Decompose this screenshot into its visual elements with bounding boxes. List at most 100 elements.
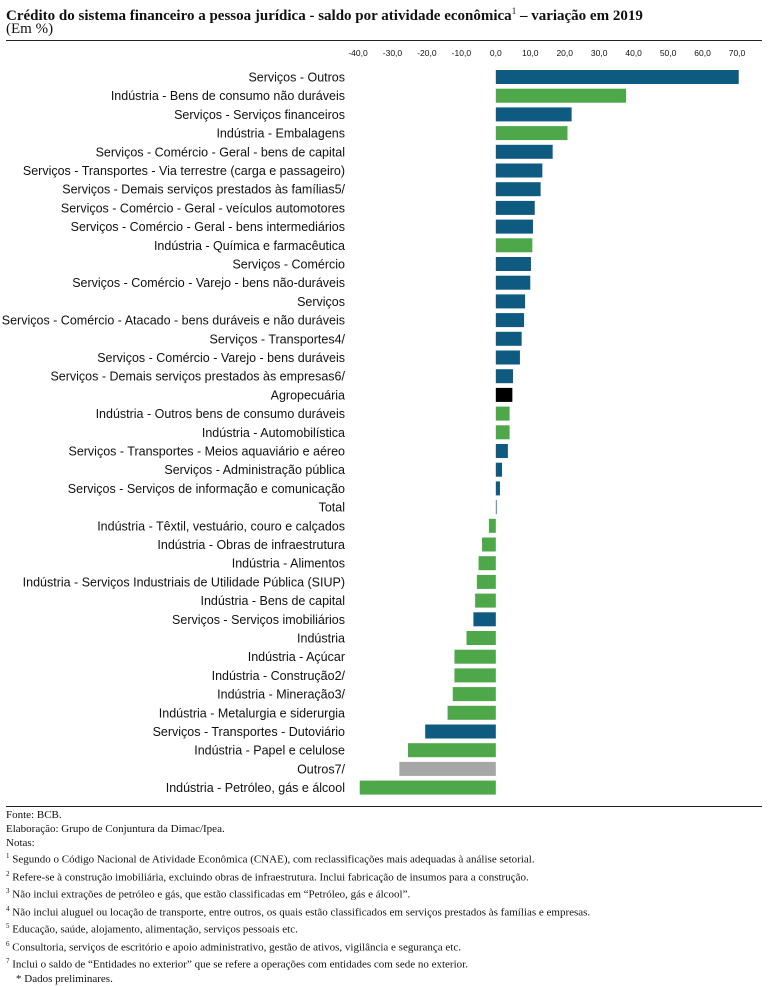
category-label: Indústria - Construção2/ [212,669,346,683]
x-tick-label: 30,0 [591,48,608,58]
category-label: Serviços - Comércio - Geral - bens de ca… [96,145,345,159]
x-tick-label: 10,0 [522,48,539,58]
notes-section: Fonte: BCB. Elaboração: Grupo de Conjunt… [6,809,762,986]
category-label: Serviços - Demais serviços prestados às … [62,183,345,197]
bar [495,238,533,253]
category-label: Indústria - Papel e celulose [194,744,345,758]
footnote-4: 4 Não inclui aluguel ou locação de trans… [6,904,591,919]
bar [478,556,496,571]
bar [476,574,496,589]
title-suffix: – variação em 2019 [516,8,643,24]
x-tick-label: 50,0 [660,48,677,58]
elaboration-note: Elaboração: Grupo de Conjuntura da Dimac… [6,822,225,835]
bar [495,200,535,215]
x-tick-label: -10,0 [452,48,472,58]
bar [495,163,543,178]
bar [495,350,520,365]
bar [495,369,514,384]
x-tick-label: 60,0 [694,48,711,58]
bar [495,294,526,309]
bar [495,387,513,402]
category-label: Outros7/ [297,762,345,776]
x-tick-label: -40,0 [348,48,368,58]
bar [495,462,503,477]
x-tick-label: 20,0 [556,48,573,58]
category-label: Indústria [297,632,345,646]
bar [447,705,496,720]
source-note: Fonte: BCB. [6,809,62,821]
bar [495,126,568,141]
bar [495,481,500,496]
category-label: Serviços - Transportes4/ [210,332,346,346]
category-label: Serviços - Serviços de informação e comu… [68,482,345,496]
category-label: Serviços - Comércio - Atacado - bens dur… [2,314,345,328]
x-tick-label: 0,0 [490,48,502,58]
bar [495,88,627,103]
title-footnote-mark: 1 [511,6,517,16]
bar [495,313,525,328]
bar [495,425,510,440]
category-label: Serviços - Serviços financeiros [174,108,345,122]
x-tick-label: 70,0 [729,48,746,58]
chart-title: Crédito do sistema financeiro a pessoa j… [6,2,643,25]
category-label: Serviços - Transportes - Dutoviário [153,725,345,739]
category-label: Serviços - Comércio - Varejo - bens durá… [97,351,345,365]
category-label: Indústria - Petróleo, gás e álcool [166,781,345,795]
notes-title: Notas: [6,836,35,849]
x-tick-label: -20,0 [417,48,437,58]
bar [495,182,541,197]
category-label: Indústria - Têxtil, vestuário, couro e c… [97,519,345,533]
chart-subtitle: (Em %) [6,21,54,37]
category-label: Serviços - Transportes - Via terrestre (… [23,164,345,178]
footnote-1: 1 Segundo o Código Nacional de Atividade… [6,852,535,867]
category-label: Indústria - Obras de infraestrutura [157,538,345,552]
category-label: Serviços - Transportes - Meios aquaviári… [68,445,345,459]
category-label: Indústria - Embalagens [216,127,345,141]
category-label: Total [319,501,345,515]
footnote-3: 3 Não inclui extrações de petróleo e gás… [6,887,411,901]
bar [482,537,496,552]
footnote-2: 2 Refere-se à construção imobiliária, ex… [6,869,529,884]
category-label: Serviços - Outros [248,71,345,85]
category-label: Indústria - Serviços Industriais de Util… [23,575,345,589]
category-label: Agropecuária [271,388,345,402]
category-label: Serviços - Serviços imobiliários [172,613,345,627]
bar [495,500,497,515]
bar [399,761,496,776]
bar [495,406,510,421]
category-label: Serviços - Comércio [232,258,345,272]
bar [495,144,553,159]
bar [495,275,531,290]
footnote-7: 7 Inclui o saldo de “Entidades no exteri… [6,957,468,971]
bar [488,518,496,533]
title-main: Crédito do sistema financeiro a pessoa j… [6,8,512,24]
bottom-rule [6,806,762,807]
category-label: Indústria - Bens de consumo não duráveis [111,89,345,103]
preliminary-note: * Dados preliminares. [16,972,113,985]
bar [495,107,572,122]
x-tick-label: -30,0 [383,48,403,58]
bar [466,631,496,645]
category-label: Serviços [297,295,345,309]
bar [495,444,508,458]
bar [495,70,739,84]
bar [495,331,522,346]
category-label: Indústria - Açúcar [248,650,345,664]
bar [473,612,496,627]
footnote-5: 5 Educação, saúde, alojamento, alimentaç… [6,922,298,936]
category-label: Serviços - Administração pública [164,463,345,477]
bar [454,649,496,664]
category-label: Serviços - Demais serviços prestados às … [50,370,345,384]
bar [407,743,496,758]
category-label: Serviços - Comércio - Geral - bens inter… [71,220,345,234]
x-tick-label: 40,0 [625,48,642,58]
footnote-6: 6 Consultoria, serviços de escritório e … [6,939,461,954]
bar [495,219,534,234]
category-label: Indústria - Química e farmacêutica [154,239,345,253]
category-label: Serviços - Comércio - Varejo - bens não-… [72,276,345,290]
bar [454,668,496,683]
bar [475,593,496,608]
category-label: Indústria - Outros bens de consumo duráv… [96,407,345,421]
top-rule [6,40,762,41]
bar [425,724,496,739]
